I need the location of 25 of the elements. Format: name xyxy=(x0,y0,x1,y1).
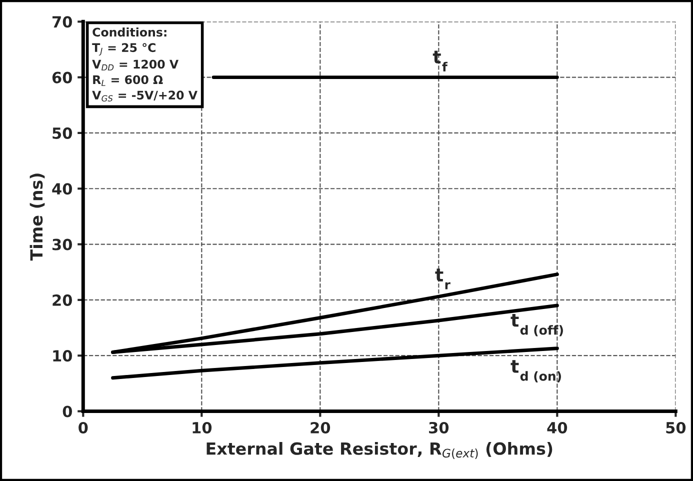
y-tick-label: 50 xyxy=(52,127,72,139)
y-tick-label: 20 xyxy=(52,294,72,306)
series-label: tr xyxy=(435,268,450,290)
annotation: T$_{J}$ = 25 °C xyxy=(92,43,156,56)
series-label: tf xyxy=(432,50,448,72)
annotation: V$_{GS}$ = -5V/+20 V xyxy=(92,90,198,102)
x-tick-label: 0 xyxy=(78,422,88,434)
y-tick-label: 70 xyxy=(52,16,72,28)
x-tick-label: 10 xyxy=(192,422,212,434)
x-tick-label: 20 xyxy=(310,422,330,434)
x-axis-title: External Gate Resistor, R$_{G(ext)}$ (Ohms) xyxy=(206,442,552,459)
y-tick-label: 0 xyxy=(62,406,72,418)
x-tick-label: 30 xyxy=(429,422,449,434)
y-tick-label: 60 xyxy=(52,72,72,84)
annotation: R$_{L}$ = 600 Ω xyxy=(93,75,163,86)
series-label: td (on) xyxy=(510,360,561,382)
y-tick-label: 10 xyxy=(53,350,72,362)
x-tick-label: 40 xyxy=(547,422,568,434)
y-axis-title: Time (ns) xyxy=(30,174,45,261)
annotation: V$_{DD}$ = 1200 V xyxy=(92,60,179,70)
series-label: td (off) xyxy=(510,314,563,336)
x-tick-label: 50 xyxy=(666,422,686,434)
y-tick-label: 40 xyxy=(52,183,72,195)
annotation: Conditions: xyxy=(92,27,166,37)
y-tick-label: 30 xyxy=(52,238,72,250)
